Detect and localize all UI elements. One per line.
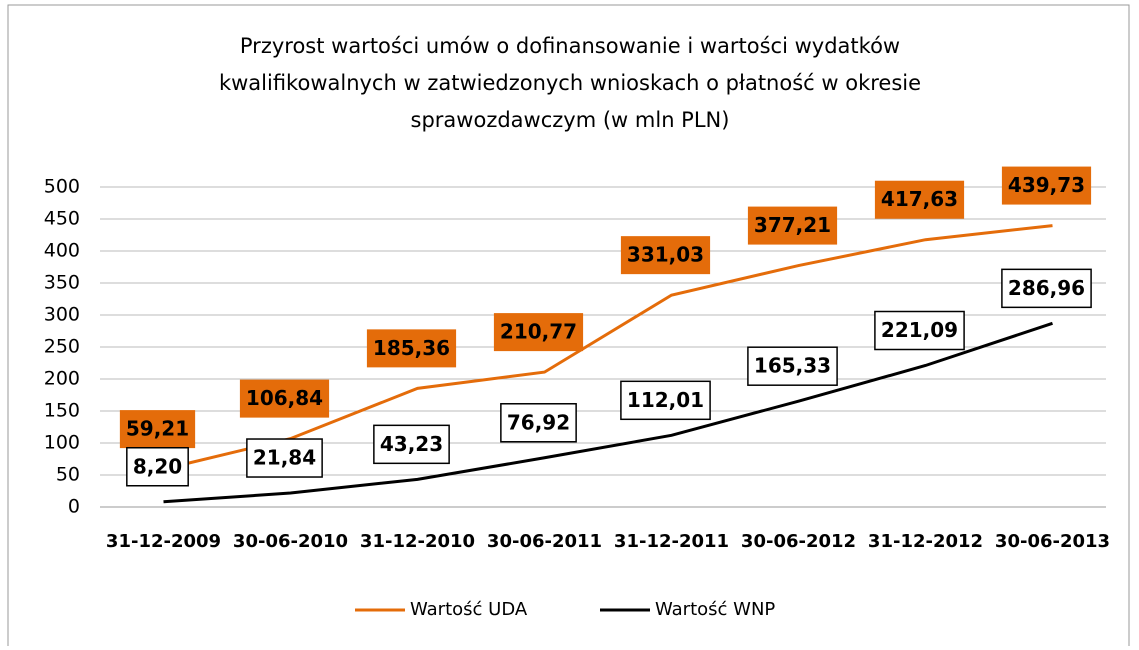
- data-label-box: [366, 329, 457, 368]
- y-tick-label: 100: [44, 432, 80, 454]
- data-label-box: [874, 180, 965, 219]
- data-label-box: [373, 424, 450, 465]
- data-label: 165,33: [754, 354, 831, 378]
- y-tick-label: 150: [44, 400, 80, 422]
- y-tick-label: 500: [44, 176, 80, 198]
- data-label: 210,77: [500, 320, 577, 344]
- y-tick-label: 0: [68, 496, 80, 518]
- data-label-box: [493, 313, 584, 352]
- data-label: 185,36: [373, 336, 450, 360]
- data-label-box: [747, 346, 838, 386]
- x-tick-label: 31-12-2010: [360, 531, 475, 552]
- x-tick-label: 30-06-2010: [233, 531, 348, 552]
- y-tick-label: 50: [56, 464, 80, 486]
- legend-label: Wartość WNP: [655, 599, 775, 620]
- data-label: 76,92: [507, 410, 570, 434]
- data-label-box: [246, 438, 323, 478]
- data-label-box: [119, 410, 196, 449]
- chart-title: Przyrost wartości umów o dofinansowanie …: [218, 34, 922, 132]
- x-tick-label: 30-06-2013: [995, 531, 1110, 552]
- y-tick-label: 200: [44, 368, 80, 390]
- data-label: 221,09: [881, 318, 958, 342]
- data-label-box: [239, 379, 330, 418]
- legend-label: Wartość UDA: [410, 599, 528, 620]
- data-label-box: [126, 447, 189, 487]
- series-line: [163, 224, 1053, 471]
- x-tick-label: 30-06-2012: [741, 531, 856, 552]
- data-label: 8,20: [133, 454, 182, 478]
- x-tick-label: 31-12-2012: [868, 531, 983, 552]
- y-tick-label: 400: [44, 240, 80, 262]
- data-label: 106,84: [246, 386, 323, 410]
- data-label: 286,96: [1008, 276, 1085, 300]
- title-box: Przyrost wartości umów o dofinansowanie …: [218, 34, 922, 132]
- x-tick-label: 31-12-2011: [614, 531, 729, 552]
- data-label-box: [500, 403, 577, 443]
- y-tick-label: 300: [44, 304, 80, 326]
- data-label-box: [620, 380, 711, 421]
- data-label-box: [620, 236, 711, 275]
- data-label: 417,63: [881, 187, 958, 211]
- y-tick-label: 350: [44, 272, 80, 294]
- series-line: [163, 321, 1053, 504]
- data-label: 331,03: [627, 243, 704, 267]
- x-tick-label: 30-06-2011: [487, 531, 602, 552]
- data-label: 377,21: [754, 213, 831, 237]
- data-label: 439,73: [1008, 173, 1085, 197]
- data-label-box: [1001, 268, 1092, 309]
- y-tick-label: 450: [44, 208, 80, 230]
- data-label: 21,84: [253, 446, 316, 470]
- data-label: 112,01: [627, 388, 704, 412]
- data-label-box: [747, 206, 838, 245]
- data-label-box: [874, 310, 965, 351]
- data-label: 59,21: [126, 417, 189, 441]
- y-tick-label: 250: [44, 336, 80, 358]
- data-label: 43,23: [380, 432, 443, 456]
- x-tick-label: 31-12-2009: [106, 531, 221, 552]
- data-label-box: [1001, 166, 1092, 205]
